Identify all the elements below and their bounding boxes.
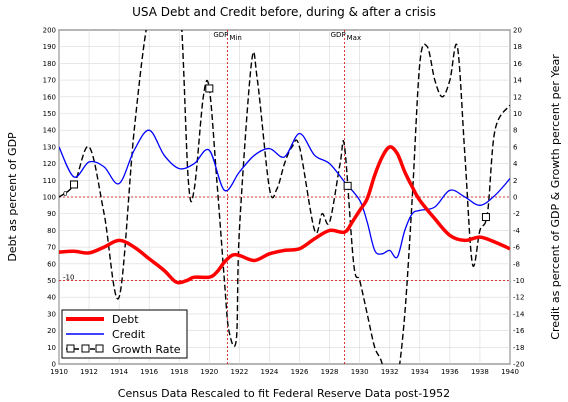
x-tick-label: 1932 — [381, 368, 399, 376]
right-tick-label: -16 — [513, 327, 525, 335]
right-tick-label: -14 — [513, 310, 525, 318]
series-layer — [59, 30, 510, 364]
left-tick-label: 70 — [47, 244, 56, 252]
right-tick-label: 8 — [513, 127, 517, 135]
left-tick-label: 20 — [47, 327, 56, 335]
growth-rate-marker — [481, 213, 490, 222]
y-axis-label-right: Credit as percent of GDP & Growth percen… — [549, 54, 562, 340]
annotation-sublabel: Min — [229, 34, 241, 42]
x-tick-label: 1924 — [261, 368, 279, 376]
right-tick-label: -2 — [513, 210, 520, 218]
right-tick-label: -4 — [513, 227, 521, 235]
x-tick-label: 1914 — [110, 368, 128, 376]
x-tick-label: 1922 — [230, 368, 248, 376]
growth-rate-marker — [70, 180, 79, 189]
left-tick-label: 200 — [43, 27, 56, 35]
right-tick-label: -20 — [513, 361, 524, 369]
x-tick-label: 1938 — [471, 368, 489, 376]
left-tick-label: 90 — [47, 210, 56, 218]
ref-line-label: -10 — [63, 274, 74, 282]
x-tick-label: 1930 — [351, 368, 369, 376]
legend-label-growth: Growth Rate — [112, 343, 181, 356]
left-tick-label: 130 — [43, 143, 56, 151]
right-tick-label: 20 — [513, 27, 522, 35]
left-tick-label: 30 — [47, 310, 56, 318]
left-tick-label: 120 — [43, 160, 56, 168]
left-tick-label: 10 — [47, 344, 56, 352]
left-tick-label: 160 — [43, 93, 56, 101]
left-tick-label: 40 — [47, 294, 56, 302]
annotation-sublabel: Max — [347, 34, 361, 42]
legend: Debt Credit Growth Rate — [61, 309, 188, 359]
ref-line-label: 0 — [63, 190, 67, 198]
right-tick-label: 10 — [513, 110, 522, 118]
right-tick-label: -8 — [513, 260, 520, 268]
legend-label-debt: Debt — [112, 313, 139, 326]
left-tick-label: 110 — [43, 177, 56, 185]
right-tick-label: 0 — [513, 194, 517, 202]
growth-rate-marker — [343, 181, 352, 190]
right-tick-label: 6 — [513, 143, 518, 151]
x-tick-label: 1940 — [501, 368, 519, 376]
tick-labels: 1910 1912 1914 1916 1918 1920 1922 1924 1926 1928… — [43, 27, 525, 377]
left-tick-label: 100 — [43, 194, 56, 202]
left-tick-label: 190 — [43, 43, 56, 51]
x-tick-label: 1936 — [441, 368, 459, 376]
x-axis-label: Census Data Rescaled to fit Federal Rese… — [118, 387, 450, 400]
right-tick-label: 12 — [513, 93, 522, 101]
right-tick-label: 4 — [513, 160, 518, 168]
right-tick-label: -10 — [513, 277, 524, 285]
growth-rate-marker — [205, 84, 214, 93]
left-tick-label: 60 — [47, 260, 56, 268]
left-tick-label: 180 — [43, 60, 56, 68]
chart-title: USA Debt and Credit before, during & aft… — [132, 5, 436, 19]
right-tick-label: -12 — [513, 294, 524, 302]
legend-marker-growth-2 — [81, 344, 90, 353]
x-tick-label: 1912 — [80, 368, 98, 376]
x-tick-label: 1926 — [291, 368, 309, 376]
right-tick-label: 16 — [513, 60, 522, 68]
x-tick-label: 1934 — [411, 368, 429, 376]
legend-label-credit: Credit — [112, 328, 146, 341]
left-tick-label: 150 — [43, 110, 56, 118]
right-tick-label: 14 — [513, 77, 522, 85]
right-tick-label: 2 — [513, 177, 517, 185]
legend-marker-growth-3 — [95, 344, 104, 353]
left-tick-label: 0 — [52, 361, 56, 369]
series-credit-line — [59, 129, 510, 259]
series-growth-rate-line — [59, 30, 510, 364]
x-tick-label: 1920 — [200, 368, 218, 376]
left-tick-label: 170 — [43, 77, 56, 85]
y-axis-label-left: Debt as percent of GDP — [6, 132, 19, 262]
x-tick-label: 1928 — [321, 368, 339, 376]
legend-marker-growth-1 — [66, 344, 75, 353]
x-tick-label: 1918 — [170, 368, 188, 376]
annotation-label: GDP — [213, 31, 228, 39]
right-tick-label: -6 — [513, 244, 521, 252]
right-tick-label: 18 — [513, 43, 522, 51]
x-tick-label: 1910 — [50, 368, 68, 376]
series-debt-line — [59, 145, 510, 285]
x-tick-label: 1916 — [140, 368, 158, 376]
left-tick-label: 80 — [47, 227, 56, 235]
right-tick-label: -18 — [513, 344, 524, 352]
annotation-label: GDP — [331, 31, 346, 39]
series-clip-group — [59, 30, 510, 364]
left-tick-label: 50 — [47, 277, 56, 285]
left-tick-label: 140 — [43, 127, 56, 135]
